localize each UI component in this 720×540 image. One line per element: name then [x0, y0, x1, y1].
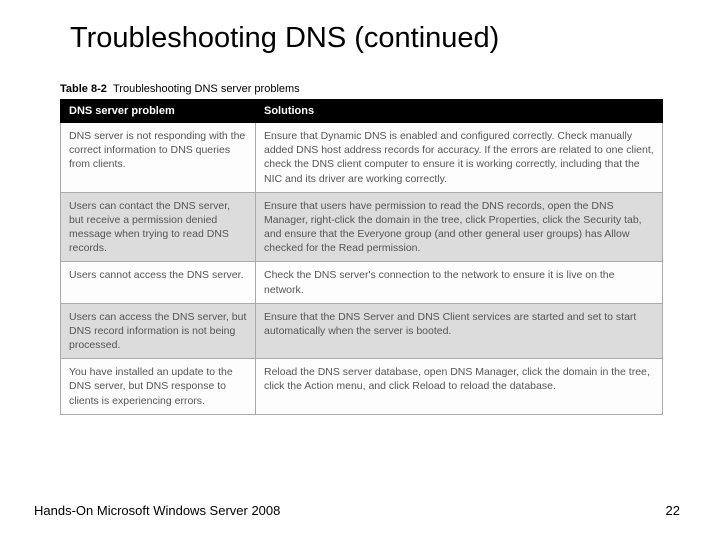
cell-problem: You have installed an update to the DNS … [61, 359, 256, 415]
dns-troubleshooting-table: DNS server problem Solutions DNS server … [60, 99, 663, 415]
table-header-row: DNS server problem Solutions [61, 100, 663, 123]
table-row: Users cannot access the DNS server. Chec… [61, 262, 663, 303]
footer-text: Hands-On Microsoft Windows Server 2008 [34, 503, 280, 518]
footer: Hands-On Microsoft Windows Server 2008 2… [34, 503, 680, 518]
column-header-solution: Solutions [256, 100, 663, 123]
page-title: Troubleshooting DNS (continued) [70, 22, 680, 55]
cell-problem: Users can contact the DNS server, but re… [61, 192, 256, 262]
slide: Troubleshooting DNS (continued) Table 8-… [0, 0, 720, 540]
cell-solution: Ensure that Dynamic DNS is enabled and c… [256, 123, 663, 193]
table-caption-text: Troubleshooting DNS server problems [113, 83, 300, 95]
table-caption-number: Table 8-2 [60, 83, 107, 95]
table-row: Users can access the DNS server, but DNS… [61, 303, 663, 359]
cell-solution: Check the DNS server's connection to the… [256, 262, 663, 303]
cell-solution: Reload the DNS server database, open DNS… [256, 359, 663, 415]
table-caption: Table 8-2 Troubleshooting DNS server pro… [60, 83, 680, 95]
table-row: DNS server is not responding with the co… [61, 123, 663, 193]
cell-solution: Ensure that the DNS Server and DNS Clien… [256, 303, 663, 359]
table-row: You have installed an update to the DNS … [61, 359, 663, 415]
cell-solution: Ensure that users have permission to rea… [256, 192, 663, 262]
column-header-problem: DNS server problem [61, 100, 256, 123]
cell-problem: Users can access the DNS server, but DNS… [61, 303, 256, 359]
cell-problem: DNS server is not responding with the co… [61, 123, 256, 193]
page-number: 22 [666, 503, 680, 518]
table-row: Users can contact the DNS server, but re… [61, 192, 663, 262]
cell-problem: Users cannot access the DNS server. [61, 262, 256, 303]
